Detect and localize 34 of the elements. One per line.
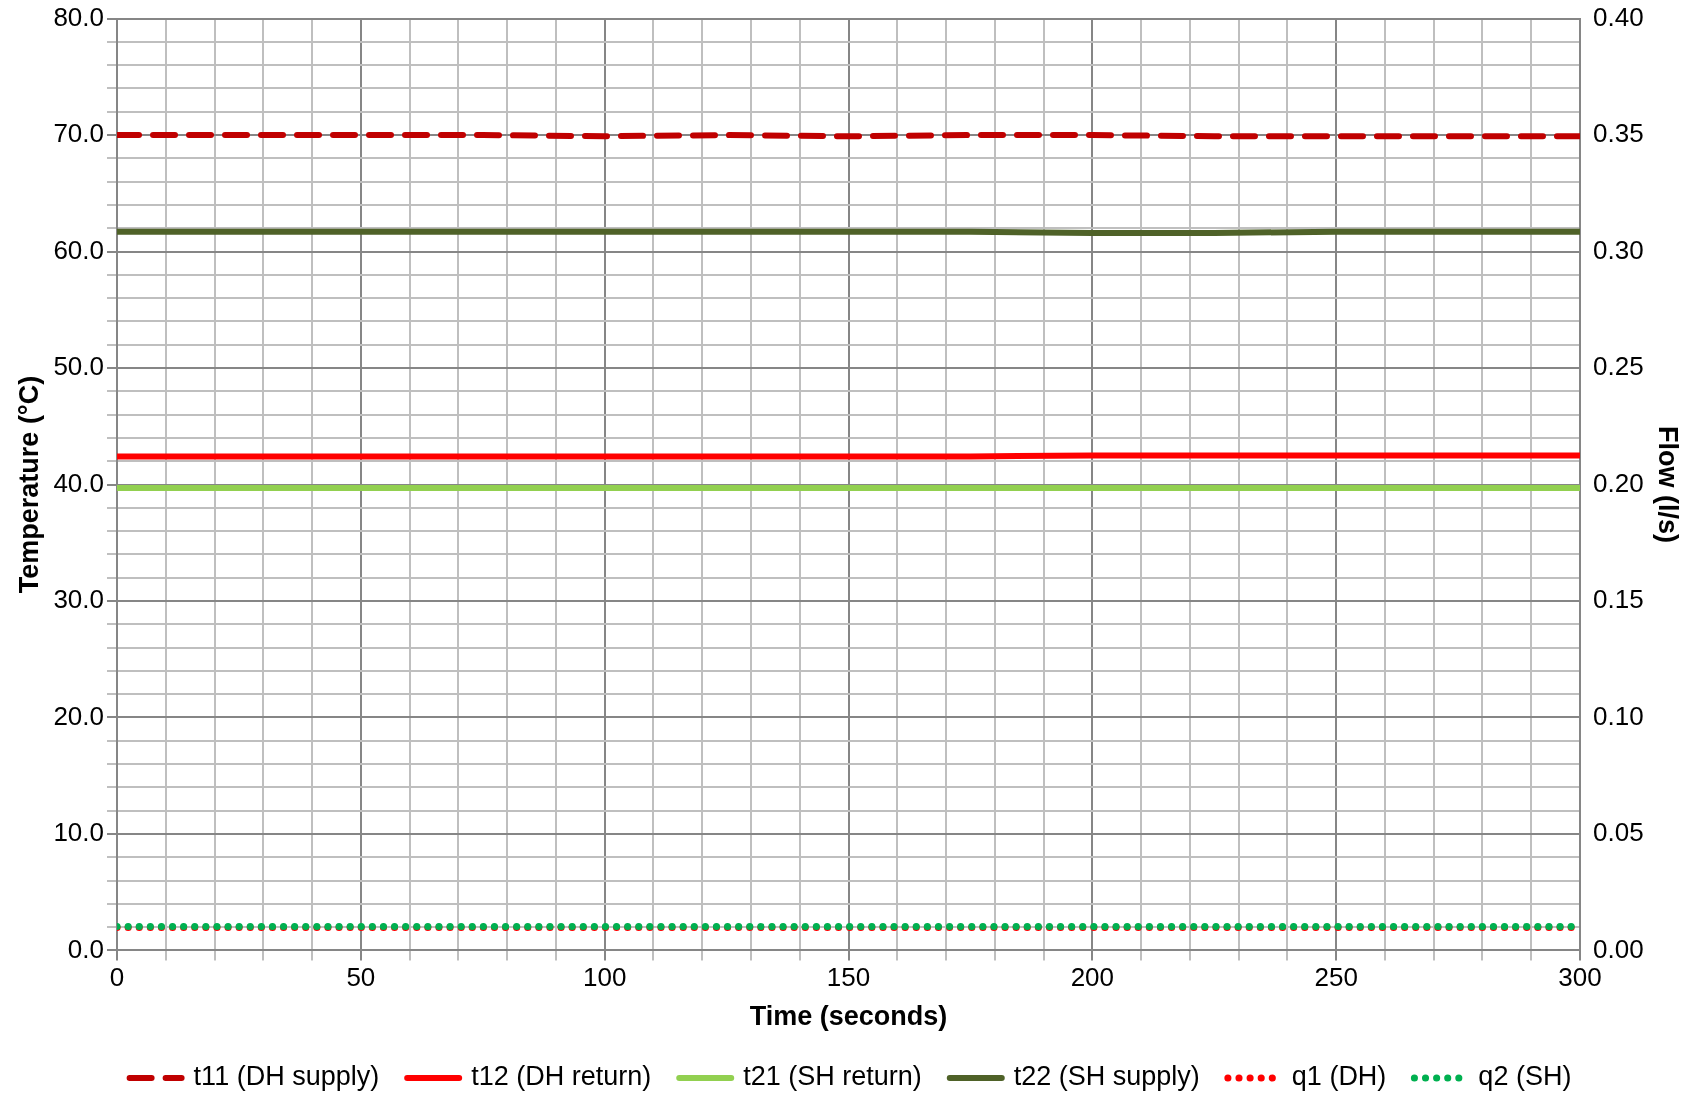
x-tick-label: 200 xyxy=(1070,962,1115,993)
legend-label: q1 (DH) xyxy=(1291,1061,1387,1092)
y2-axis-title: Flow (l/s) xyxy=(1653,426,1684,543)
y-tick-label: 60.0 xyxy=(53,234,104,265)
y-tick-label: 80.0 xyxy=(53,1,104,32)
legend-label: t12 (DH return) xyxy=(471,1061,652,1092)
y-tick-label: 50.0 xyxy=(53,351,104,382)
x-tick-label: 100 xyxy=(582,962,627,993)
y-tick-label: 30.0 xyxy=(53,584,104,615)
x-tick-label: 250 xyxy=(1314,962,1358,993)
legend-label: t11 (DH supply) xyxy=(193,1061,380,1092)
y2-tick-label: 0.25 xyxy=(1593,351,1644,382)
y2-tick-label: 0.10 xyxy=(1593,700,1644,731)
y-tick-label: 70.0 xyxy=(53,118,104,149)
legend-label: t22 (SH supply) xyxy=(1013,1061,1200,1092)
y-tick-label: 0.0 xyxy=(67,933,104,964)
x-tick-label: 300 xyxy=(1558,962,1602,993)
y-tick-label: 40.0 xyxy=(53,467,104,498)
legend-label: q2 (SH) xyxy=(1478,1061,1572,1092)
y2-tick-label: 0.05 xyxy=(1593,817,1644,848)
y2-tick-label: 0.15 xyxy=(1593,584,1644,615)
y-tick-label: 20.0 xyxy=(53,700,104,731)
y2-tick-label: 0.30 xyxy=(1593,234,1644,265)
y2-tick-label: 0.35 xyxy=(1593,118,1644,149)
x-axis-title: Time (seconds) xyxy=(749,1001,948,1032)
y-axis-title: Temperature (°C) xyxy=(13,375,44,594)
y2-tick-label: 0.20 xyxy=(1593,467,1644,498)
y-tick-label: 10.0 xyxy=(53,817,104,848)
legend-label: t21 (SH return) xyxy=(743,1061,922,1092)
y2-tick-label: 0.00 xyxy=(1593,933,1644,964)
x-tick-label: 50 xyxy=(346,962,376,993)
y2-tick-label: 0.40 xyxy=(1593,1,1644,32)
x-tick-label: 150 xyxy=(826,962,871,993)
x-tick-label: 0 xyxy=(109,962,125,993)
